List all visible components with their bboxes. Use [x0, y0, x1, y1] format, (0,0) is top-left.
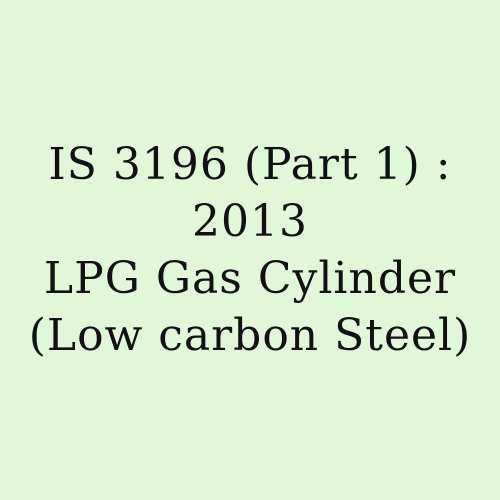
title-line-year: 2013	[192, 196, 308, 247]
title-line-material: (Low carbon Steel)	[28, 310, 472, 361]
title-line-product: LPG Gas Cylinder	[43, 253, 457, 304]
title-line-standard: IS 3196 (Part 1) :	[48, 139, 452, 190]
product-title: IS 3196 (Part 1) : 2013 LPG Gas Cylinder…	[29, 136, 472, 364]
